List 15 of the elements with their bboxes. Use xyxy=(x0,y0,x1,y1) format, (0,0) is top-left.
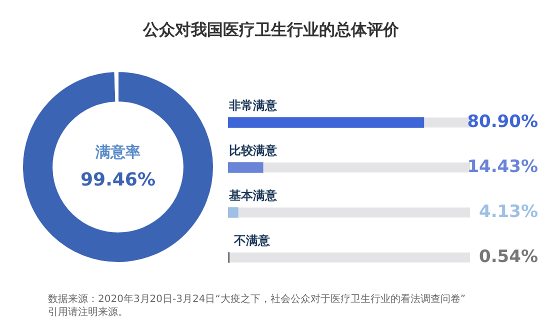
data-label: 80.90% xyxy=(467,112,538,132)
text: 引用请注明来源。 xyxy=(48,306,129,319)
slice-label: 满意率 xyxy=(94,142,140,161)
data-label: 14.43% xyxy=(467,156,538,177)
bar xyxy=(228,207,238,218)
category-label: 基本满意 xyxy=(229,188,277,203)
bar xyxy=(228,162,264,173)
data-label: 0.54% xyxy=(479,246,538,267)
category-label: 非常满意 xyxy=(229,98,277,113)
category-label: 比较满意 xyxy=(229,144,277,158)
text: 公众对我国医疗卫生行业的总体评价 xyxy=(142,20,400,41)
data-label: 99.46% xyxy=(80,170,156,191)
category-label: 不满意 xyxy=(234,234,270,248)
source-note: 数据来源：2020年3月20日-3月24日“大疫之下，社会公众对于医疗卫生行业的看法调查问卷” xyxy=(48,293,466,306)
data-label: 4.13% xyxy=(479,202,538,222)
